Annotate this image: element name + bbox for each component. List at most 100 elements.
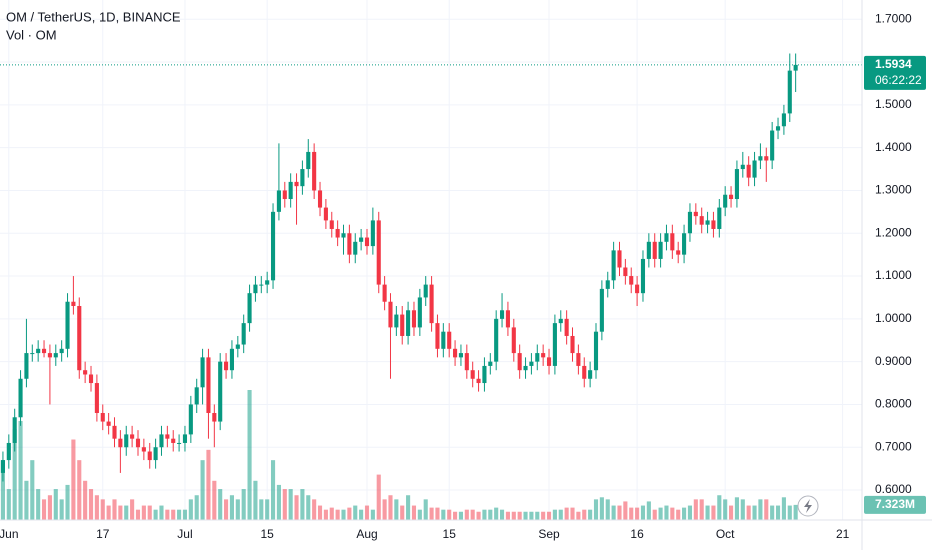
volume-bar	[605, 499, 610, 520]
volume-bar	[488, 509, 493, 520]
candle-body	[159, 434, 164, 448]
candle-body	[676, 250, 681, 255]
volume-label: 7.323M	[875, 497, 915, 511]
candle-body	[488, 361, 493, 366]
replay-icon[interactable]	[797, 495, 819, 517]
candle-body	[212, 413, 217, 422]
volume-bar	[470, 509, 475, 520]
volume-bar	[253, 480, 258, 520]
x-tick-label: 17	[96, 527, 110, 541]
candle-body	[6, 442, 11, 461]
candle-body	[147, 451, 152, 461]
volume-bar	[529, 511, 534, 520]
candle-body	[717, 207, 722, 229]
volume-bar	[770, 505, 775, 520]
candle-body	[329, 220, 334, 229]
volume-bar	[752, 505, 757, 520]
y-tick-label: 0.7000	[875, 439, 912, 453]
candle-body	[347, 233, 352, 255]
volume-bar	[130, 499, 135, 520]
candle-body	[306, 151, 311, 170]
candle-body	[335, 228, 340, 238]
volume-bar	[200, 460, 205, 520]
candle-body	[364, 237, 370, 247]
volume-bar	[159, 505, 164, 520]
candle-body	[406, 310, 411, 336]
candle-body	[499, 310, 505, 319]
volume-bar	[435, 507, 440, 520]
volume-bar	[30, 460, 35, 520]
volume-bar	[464, 509, 469, 520]
volume-bar	[241, 489, 246, 520]
volume-bar	[552, 509, 557, 520]
candle-body	[411, 310, 417, 328]
volume-bar	[781, 497, 786, 520]
volume-bar	[259, 499, 264, 520]
candle-body	[658, 241, 663, 259]
y-tick-label: 0.6000	[875, 482, 912, 496]
candle-body	[18, 378, 23, 418]
volume-pane	[0, 390, 798, 520]
candle-body	[775, 126, 781, 131]
volume-bar	[582, 509, 587, 520]
volume-bar	[541, 511, 546, 520]
candle-body	[88, 374, 94, 384]
candle-body	[394, 314, 399, 328]
volume-bar	[447, 509, 452, 520]
volume-bar	[570, 507, 575, 520]
candle-body	[382, 284, 387, 302]
volume-bar	[335, 509, 340, 520]
volume-bar	[623, 501, 628, 520]
volume-bar	[282, 489, 287, 520]
candle-body	[564, 318, 569, 336]
x-tick-label: Jul	[177, 527, 192, 541]
volume-bar	[599, 497, 604, 520]
x-tick-label: 15	[443, 527, 457, 541]
candle-body	[535, 353, 540, 362]
volume-bar	[171, 509, 176, 520]
candle-body	[106, 421, 111, 426]
volume-bar	[24, 480, 29, 520]
volume-bar	[135, 509, 141, 520]
candle-body	[629, 276, 634, 285]
candle-body	[53, 353, 58, 358]
y-tick-label: 1.5000	[875, 97, 912, 111]
volume-bar	[306, 495, 311, 520]
volume-bar	[687, 505, 693, 520]
volume-bar	[652, 509, 657, 520]
candle-body	[206, 357, 211, 414]
volume-bar	[564, 507, 569, 520]
candle-body	[611, 250, 616, 281]
candle-body	[218, 361, 223, 422]
volume-bar	[177, 509, 182, 520]
volume-bar	[429, 507, 434, 520]
volume-bar	[77, 460, 82, 520]
volume-bar	[317, 505, 323, 520]
candle-body	[664, 233, 669, 242]
volume-bar	[611, 505, 616, 520]
candle-body	[194, 387, 199, 405]
volume-bar	[94, 495, 99, 520]
candle-body	[224, 361, 229, 371]
volume-bar	[206, 449, 211, 520]
volume-bar	[676, 509, 681, 520]
volume-bar	[294, 495, 299, 520]
volume-bar	[576, 511, 581, 520]
candle-body	[359, 237, 364, 242]
candle-body	[270, 211, 276, 281]
candle-body	[423, 284, 428, 298]
candle-body	[582, 365, 587, 379]
volume-bar	[47, 495, 52, 520]
volume-bar	[476, 511, 481, 520]
candle-body	[165, 434, 170, 439]
volume-bar	[182, 509, 188, 520]
candle-body	[400, 314, 405, 336]
candle-body	[729, 194, 734, 200]
volume-bar	[106, 505, 111, 520]
volume-bar	[505, 511, 510, 520]
x-tick-label: 15	[260, 527, 274, 541]
volume-bar	[482, 509, 487, 520]
candle-body	[670, 233, 675, 251]
